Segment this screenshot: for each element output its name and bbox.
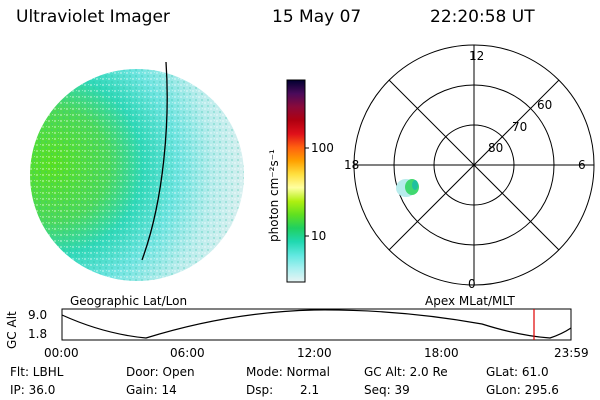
altitude-curve xyxy=(61,309,572,339)
strip-xtick-1200: 12:00 xyxy=(297,346,332,360)
strip-ytick-9: 9.0 xyxy=(28,308,48,322)
strip-ylabel: GC Alt xyxy=(5,311,19,349)
date-label: 15 May 07 xyxy=(272,7,362,27)
apex-caption: Apex MLat/MLT xyxy=(425,294,515,308)
info-glon: GLon: 295.6 xyxy=(486,383,559,397)
info-seq: Seq: 39 xyxy=(364,383,410,397)
info-glat: GLat: 61.0 xyxy=(486,365,549,379)
mlt-label-6: 6 xyxy=(578,158,586,172)
polar-plot xyxy=(353,44,595,286)
colorbar-tick-100: 100 xyxy=(311,141,334,155)
footprint-blob xyxy=(396,179,419,197)
info-dsp-label: Dsp: xyxy=(246,383,274,397)
geographic-caption: Geographic Lat/Lon xyxy=(70,294,188,308)
colorbar-unit-label: photon cm⁻²s⁻¹ xyxy=(267,149,281,242)
mlt-label-0: 0 xyxy=(468,277,476,291)
time-label: 22:20:58 UT xyxy=(430,7,535,27)
info-ip: IP: 36.0 xyxy=(10,383,56,397)
mlt-label-12: 12 xyxy=(469,49,485,63)
info-gain: Gain: 14 xyxy=(126,383,177,397)
lat-label-60: 60 xyxy=(537,98,553,112)
strip-xtick-2359: 23:59 xyxy=(554,346,589,360)
info-door: Door: Open xyxy=(126,365,195,379)
strip-xtick-0000: 00:00 xyxy=(44,346,79,360)
info-mode: Mode: Normal xyxy=(246,365,330,379)
info-dsp-value: 2.1 xyxy=(300,383,320,397)
info-flt: Flt: LBHL xyxy=(10,365,64,379)
mlt-label-18: 18 xyxy=(344,158,360,172)
colorbar-tick-10: 10 xyxy=(311,229,327,243)
lat-label-80: 80 xyxy=(488,141,504,155)
lat-label-70: 70 xyxy=(512,120,528,134)
instrument-title: Ultraviolet Imager xyxy=(16,7,170,27)
strip-xtick-1800: 18:00 xyxy=(424,346,459,360)
strip-ytick-1: 1.8 xyxy=(28,327,48,341)
terminator-line xyxy=(141,61,168,261)
info-gcalt: GC Alt: 2.0 Re xyxy=(364,365,448,379)
altitude-strip xyxy=(61,308,572,341)
strip-xtick-0600: 06:00 xyxy=(170,346,205,360)
colorbar xyxy=(286,79,309,283)
uvi-image-disk xyxy=(30,61,244,281)
